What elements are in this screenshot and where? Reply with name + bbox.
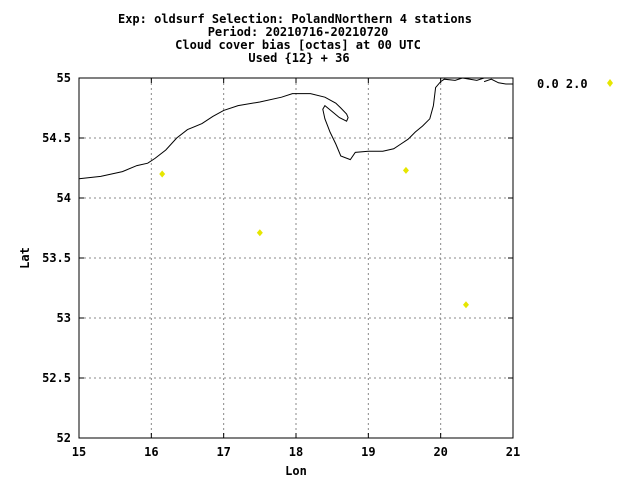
data-point	[256, 229, 263, 237]
coastline	[78, 77, 513, 180]
x-tick-label: 18	[289, 445, 303, 459]
x-tick-label: 15	[72, 445, 86, 459]
y-axis-ticks: 52 52.5 53 53.5 54 54.5 55	[42, 71, 513, 445]
x-tick-label: 19	[361, 445, 375, 459]
y-tick-label: 54.5	[42, 131, 71, 145]
y-tick-label: 53.5	[42, 251, 71, 265]
data-point	[462, 301, 469, 309]
y-tick-label: 53	[57, 311, 71, 325]
data-points	[159, 166, 469, 309]
y-tick-label: 52	[57, 431, 71, 445]
gridlines	[79, 78, 513, 438]
y-tick-label: 54	[57, 191, 71, 205]
x-tick-label: 17	[216, 445, 230, 459]
legend-label: 0.0 2.0	[537, 77, 588, 91]
header-line-1: Exp: oldsurf Selection: PolandNorthern 4…	[118, 12, 472, 26]
legend: 0.0 2.0	[537, 77, 613, 91]
x-axis-label: Lon	[285, 464, 307, 478]
header-line-4: Used {12} + 36	[248, 51, 349, 65]
chart-title: Cloud cover bias [octas] at 00 UTC	[175, 38, 421, 52]
y-tick-label: 52.5	[42, 371, 71, 385]
data-point	[159, 170, 166, 178]
header-line-2: Period: 20210716-20210720	[208, 25, 389, 39]
y-tick-label: 55	[57, 71, 71, 85]
data-point	[402, 166, 409, 174]
y-axis-label: Lat	[18, 247, 32, 269]
x-tick-label: 16	[144, 445, 158, 459]
x-tick-label: 20	[433, 445, 447, 459]
x-axis-ticks: 15 16 17 18 19 20 21	[72, 78, 520, 459]
x-tick-label: 21	[506, 445, 520, 459]
plot-area: 15 16 17 18 19 20 21 52 52.5 53 53.5 54 54.5 55	[42, 71, 520, 459]
coastline-segment	[483, 78, 513, 85]
legend-marker	[607, 79, 613, 87]
coastline-segment	[78, 77, 485, 180]
